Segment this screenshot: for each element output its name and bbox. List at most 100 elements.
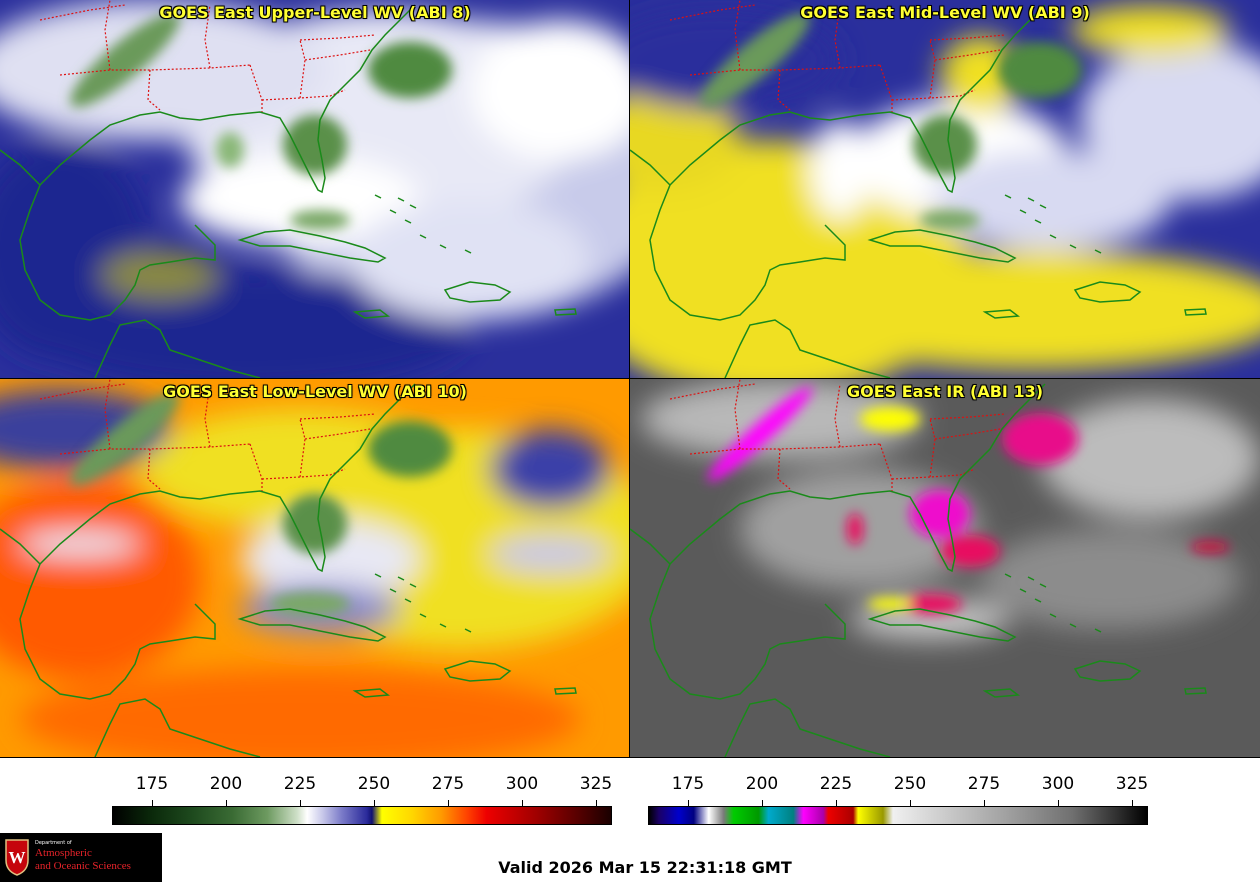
colorbar-tick-label: 275 [967, 774, 1001, 794]
island [1069, 623, 1077, 628]
state-borders [39, 379, 376, 491]
island [1027, 197, 1035, 202]
coastline [982, 688, 1021, 698]
colorbar-tick-label: 225 [819, 774, 853, 794]
coastline [867, 608, 1017, 642]
island [1049, 234, 1057, 239]
island [374, 194, 382, 199]
colorbar-tick [152, 800, 153, 806]
island [389, 588, 397, 593]
colorbar-tick [596, 800, 597, 806]
panel-ir [629, 378, 1260, 758]
panel-title-ir: GOES East IR (ABI 13) [846, 382, 1044, 401]
colorbar-tick [374, 800, 375, 806]
island [404, 219, 412, 224]
island [409, 583, 417, 588]
island [1004, 194, 1012, 199]
colorbar-tick-label: 200 [209, 774, 243, 794]
colorbar-tick [1132, 800, 1133, 806]
island [439, 244, 447, 249]
coastline [630, 383, 1046, 700]
coastline [1184, 308, 1207, 316]
colorbar-wv: 175 200 225 250 275 300 325 [112, 770, 612, 830]
ir-image [630, 379, 1260, 757]
island [1049, 613, 1057, 618]
panel-low-level-wv [0, 378, 631, 758]
map-overlay [630, 379, 1207, 757]
coastline [724, 319, 891, 378]
map-overlay [630, 0, 1207, 378]
island [439, 623, 447, 628]
colorbar-ir-strip [648, 806, 1148, 825]
coastline [554, 308, 577, 316]
colorbar-tick-label: 300 [505, 774, 539, 794]
coastline [443, 660, 512, 682]
island [1039, 583, 1047, 588]
island [1094, 628, 1102, 633]
map-overlay [0, 0, 577, 378]
colorbar-tick-label: 275 [431, 774, 465, 794]
aos-logo: W Department of Atmospheric and Oceanic … [0, 833, 162, 882]
colorbar-tick-label: 325 [1115, 774, 1149, 794]
island [397, 197, 405, 202]
island [389, 209, 397, 214]
colorbar-tick-label: 200 [745, 774, 779, 794]
coastline [724, 698, 891, 757]
island [464, 628, 472, 633]
panel-mid-level-wv [629, 0, 1260, 379]
colorbar-tick [522, 800, 523, 806]
coastline [867, 229, 1017, 263]
colorbar-tick [688, 800, 689, 806]
upper-level-wv-image [0, 0, 630, 378]
logo-department-line: Department of [35, 840, 72, 846]
panel-title-upper-level-wv: GOES East Upper-Level WV (ABI 8) [159, 3, 471, 22]
island [404, 598, 412, 603]
colorbar-tick [226, 800, 227, 806]
coastline [237, 608, 387, 642]
coastline [237, 229, 387, 263]
colorbar-tick-label: 175 [671, 774, 705, 794]
island [1069, 244, 1077, 249]
crest-letter: W [9, 848, 26, 867]
island [1019, 588, 1027, 593]
island [1027, 576, 1035, 581]
mid-level-wv-image [630, 0, 1260, 378]
logo-line-2: and Oceanic Sciences [35, 860, 131, 872]
colorbar-tick [984, 800, 985, 806]
colorbar-tick [836, 800, 837, 806]
colorbar-tick-label: 300 [1041, 774, 1075, 794]
colorbar-tick [448, 800, 449, 806]
colorbar-tick-label: 325 [579, 774, 613, 794]
coastline [94, 698, 261, 757]
colorbar-tick [910, 800, 911, 806]
island [419, 613, 427, 618]
coastline [1184, 687, 1207, 695]
coastline [352, 309, 391, 319]
state-borders [669, 0, 1006, 112]
panel-upper-level-wv [0, 0, 631, 379]
island [419, 234, 427, 239]
coastline [1073, 281, 1142, 303]
colorbar-tick-label: 225 [283, 774, 317, 794]
colorbar-tick [1058, 800, 1059, 806]
coastline [982, 309, 1021, 319]
coastline [94, 319, 261, 378]
uw-crest-icon: W [5, 839, 29, 876]
island [1094, 249, 1102, 254]
island [1019, 209, 1027, 214]
coastline [443, 281, 512, 303]
map-overlay [0, 379, 577, 757]
colorbar-tick [762, 800, 763, 806]
coastline [0, 383, 416, 700]
coastline [352, 688, 391, 698]
colorbar-tick [300, 800, 301, 806]
panel-title-low-level-wv: GOES East Low-Level WV (ABI 10) [163, 382, 467, 401]
coastline [630, 4, 1046, 321]
island [1034, 598, 1042, 603]
coastline [1073, 660, 1142, 682]
colorbar-tick-label: 250 [893, 774, 927, 794]
colorbar-ir: 175 200 225 250 275 300 325 [648, 770, 1148, 830]
panel-title-mid-level-wv: GOES East Mid-Level WV (ABI 9) [800, 3, 1090, 22]
island [1039, 204, 1047, 209]
island [1004, 573, 1012, 578]
